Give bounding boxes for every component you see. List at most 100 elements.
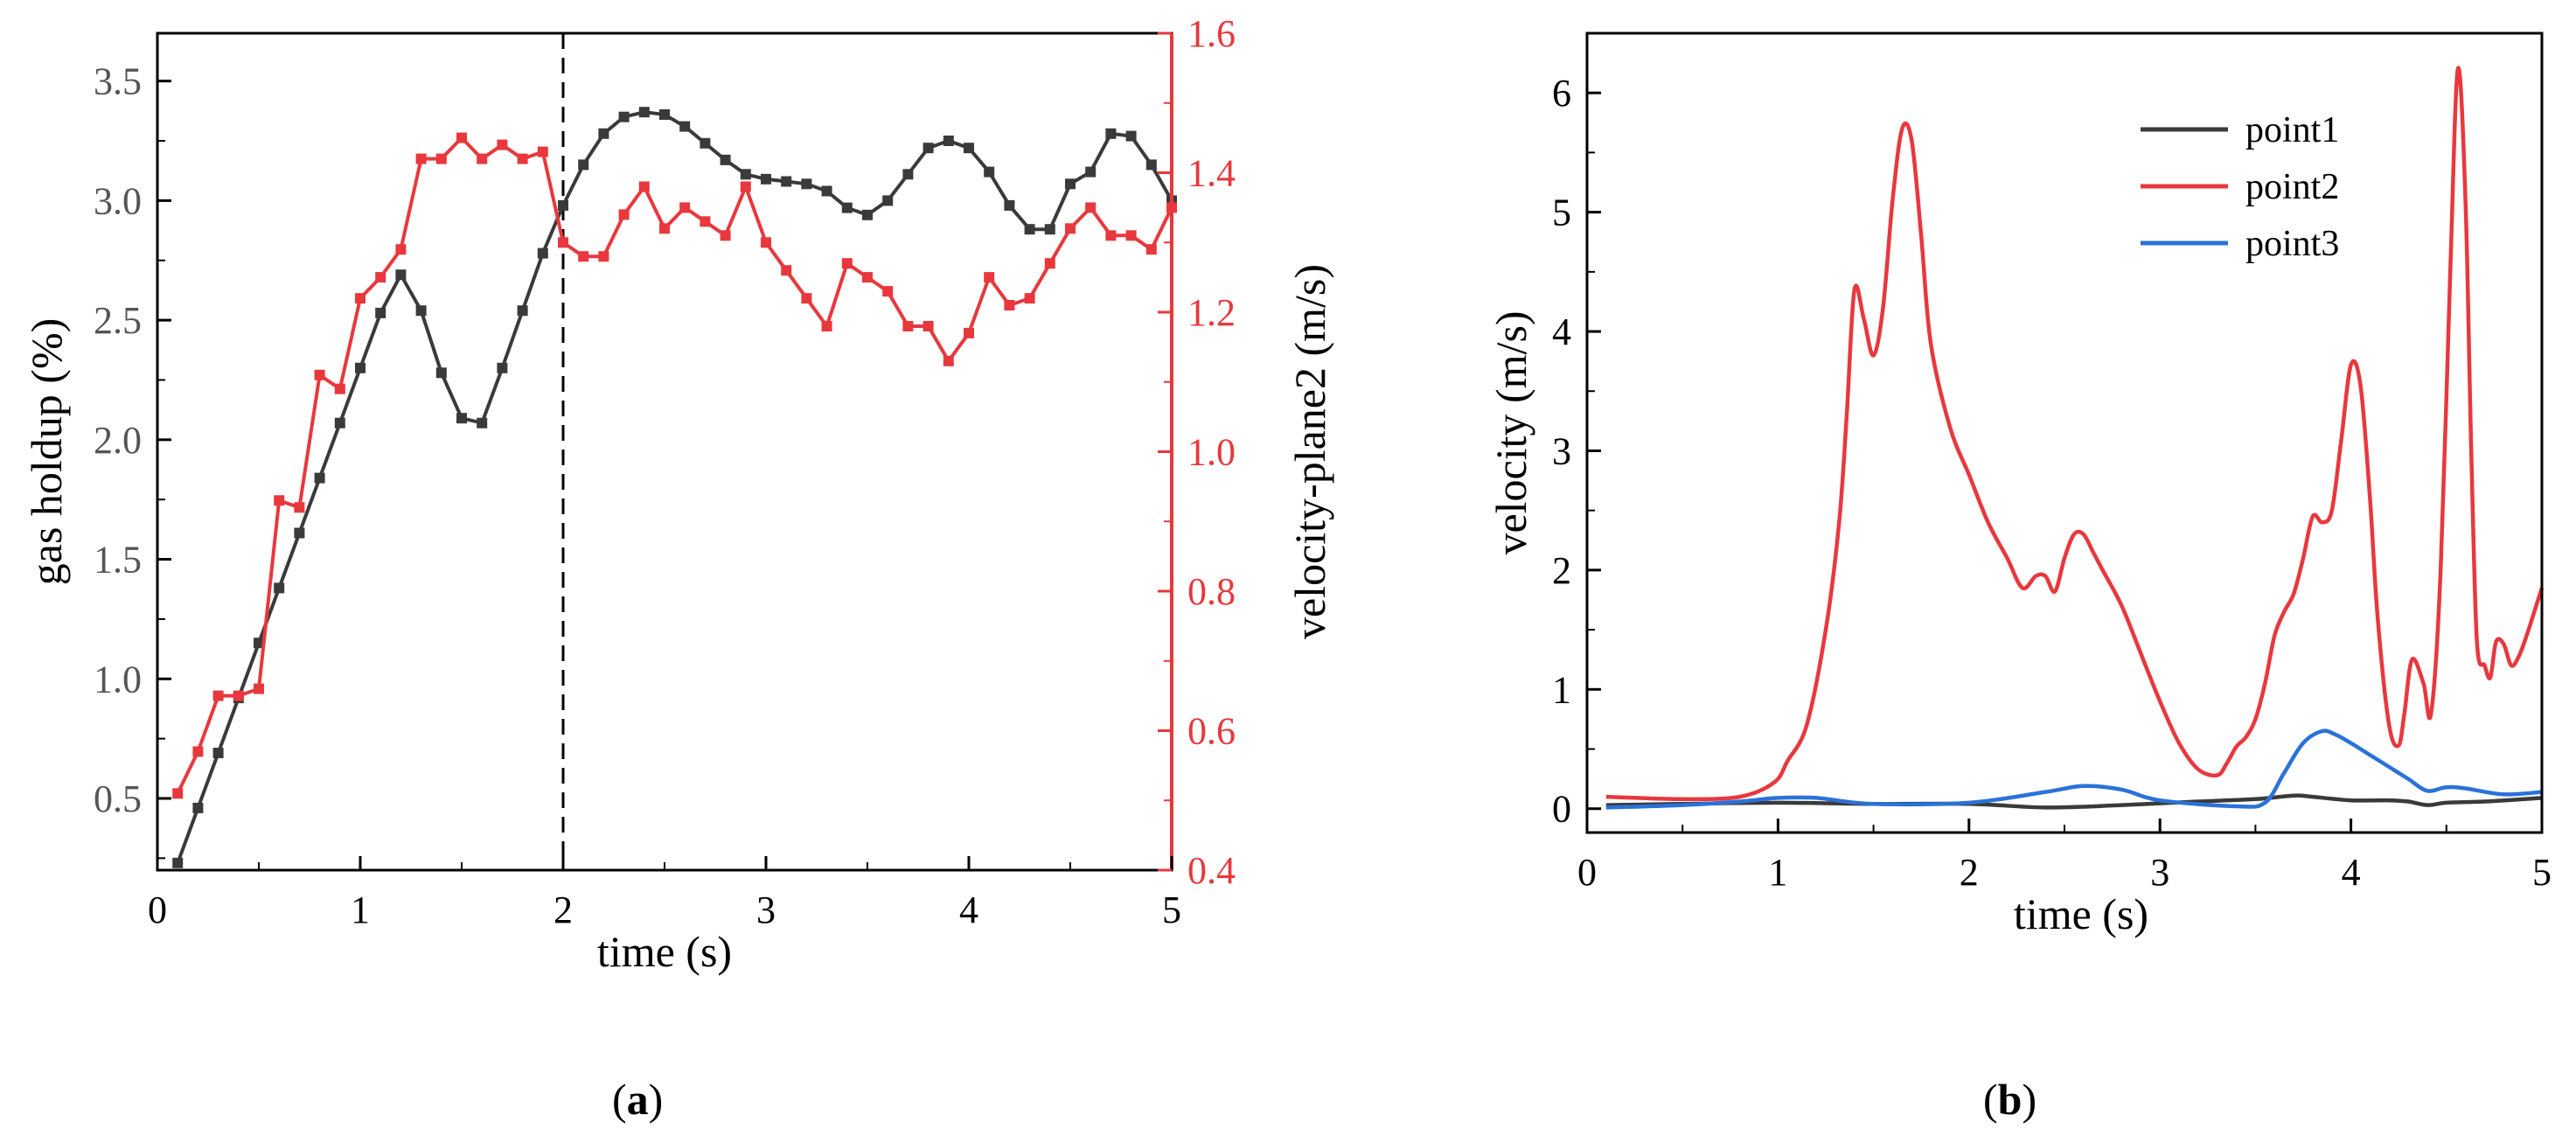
chart-a-point-gas-holdup	[1085, 166, 1097, 178]
chart-a-point-velocity-plane2	[801, 293, 812, 304]
chart-a-left-y-tick-label: 0.5	[94, 777, 142, 820]
chart-a-point-gas-holdup	[781, 176, 792, 187]
chart-a-point-velocity-plane2	[761, 237, 771, 248]
chart-a-point-gas-holdup	[902, 169, 914, 180]
chart-a-point-gas-holdup	[192, 802, 204, 813]
chart-a: 0 1 2 3 4 5 0.5 1.0 1.5 2.0 2.5 3.0 3.5 0.4 0.6 0.8 1.0 1…	[22, 12, 1334, 976]
chart-b-x-tick-label: 5	[2532, 851, 2552, 894]
chart-a-point-gas-holdup	[1024, 224, 1035, 235]
chart-b-series-line-point1	[1605, 793, 2543, 810]
chart-a-point-gas-holdup	[355, 362, 366, 373]
chart-b-y-tick-label: 6	[1552, 72, 1571, 115]
chart-a-point-velocity-plane2	[1105, 230, 1117, 241]
chart-b-series-line-point3	[1605, 728, 2543, 810]
chart-a-point-gas-holdup	[1145, 159, 1157, 171]
chart-a-point-velocity-plane2	[334, 383, 345, 394]
chart-a-right-y-tick-label: 1.2	[1187, 291, 1236, 334]
chart-a-right-y-tick-label: 0.4	[1187, 849, 1236, 892]
chart-a-point-velocity-plane2	[781, 265, 792, 276]
chart-b-x-tick-label: 1	[1768, 851, 1787, 894]
chart-b-y-tick-label: 3	[1552, 429, 1571, 472]
chart-a-series-line-gas-holdup	[176, 110, 1173, 864]
chart-a-point-velocity-plane2	[740, 181, 751, 192]
chart-a-x-tick-label: 3	[756, 889, 776, 931]
chart-a-point-gas-holdup	[862, 209, 873, 220]
chart-a-point-gas-holdup	[172, 857, 184, 868]
chart-a-series-line-velocity-plane2	[176, 135, 1173, 795]
chart-a-point-velocity-plane2	[720, 230, 731, 241]
chart-a-point-velocity-plane2	[1085, 202, 1097, 213]
chart-b-x-tick-label: 3	[2150, 851, 2169, 894]
chart-a-point-velocity-plane2	[274, 495, 285, 506]
chart-a-left-y-tick-label: 2.5	[94, 299, 142, 342]
chart-a-point-velocity-plane2	[537, 146, 548, 157]
chart-a-point-gas-holdup	[537, 247, 548, 259]
chart-a-left-y-tick-label: 1.5	[94, 539, 142, 582]
chart-b-x-axis-title: time (s)	[2014, 889, 2148, 938]
chart-a-point-velocity-plane2	[700, 216, 711, 227]
chart-a-point-velocity-plane2	[558, 237, 568, 248]
chart-a-point-velocity-plane2	[1024, 293, 1035, 304]
chart-a-point-gas-holdup	[964, 143, 974, 154]
chart-a-right-y-tick-label: 0.8	[1187, 570, 1236, 613]
chart-b-y-tick-label: 2	[1552, 549, 1571, 592]
chart-a-point-velocity-plane2	[1065, 223, 1076, 234]
chart-a-point-gas-holdup	[922, 143, 934, 154]
chart-b-series-line-point2	[1605, 66, 2545, 802]
chart-a-point-velocity-plane2	[233, 690, 244, 701]
chart-a-x-tick-label: 2	[553, 889, 573, 931]
chart-a-point-velocity-plane2	[821, 321, 832, 331]
chart-b-y-tick-label: 0	[1552, 788, 1571, 831]
chart-b-x-tick-label: 0	[1577, 851, 1597, 894]
chart-a-point-gas-holdup	[638, 107, 650, 118]
chart-a-point-velocity-plane2	[395, 244, 407, 255]
chart-a-point-velocity-plane2	[841, 258, 853, 269]
chart-a-point-gas-holdup	[943, 136, 954, 146]
chart-a-point-gas-holdup	[456, 413, 467, 424]
chart-a-point-gas-holdup	[679, 121, 691, 132]
chart-a-point-gas-holdup	[477, 417, 488, 429]
chart-a-point-velocity-plane2	[618, 209, 630, 220]
chart-b-y-axis-title: velocity (m/s)	[1486, 310, 1535, 554]
chart-a-point-velocity-plane2	[943, 355, 954, 366]
chart-a-point-velocity-plane2	[254, 683, 264, 694]
chart-a-point-gas-holdup	[375, 307, 386, 318]
chart-a-point-velocity-plane2	[172, 788, 184, 799]
chart-a-point-velocity-plane2	[679, 202, 691, 213]
chart-a-point-velocity-plane2	[497, 139, 508, 150]
chart-a-point-gas-holdup	[1065, 178, 1076, 190]
chart-a-point-gas-holdup	[435, 367, 447, 379]
chart-a-point-gas-holdup	[517, 305, 528, 317]
chart-a-point-gas-holdup	[821, 185, 832, 197]
chart-a-point-gas-holdup	[801, 178, 812, 190]
chart-a-right-y-tick-label: 1.4	[1187, 152, 1236, 195]
chart-a-point-gas-holdup	[1125, 130, 1137, 142]
chart-a-point-velocity-plane2	[1004, 300, 1015, 310]
chart-b-legend-label-point2: point2	[2245, 167, 2339, 207]
chart-a-x-tick-label: 4	[959, 889, 978, 931]
chart-b: 0 1 2 3 4 5 0 1 2 3 4 5 6 point1 point2 point3 time (s…	[1486, 31, 2552, 938]
chart-a-point-velocity-plane2	[638, 181, 650, 192]
chart-a-point-velocity-plane2	[375, 272, 386, 283]
chart-a-x-tick-label: 1	[351, 889, 370, 931]
chart-a-point-velocity-plane2	[598, 251, 609, 262]
chart-a-left-y-tick-label: 3.5	[94, 60, 142, 103]
chart-b-frame	[1585, 31, 2544, 834]
chart-b-y-tick-label: 1	[1552, 668, 1571, 711]
chart-a-point-gas-holdup	[497, 362, 508, 373]
chart-a-point-velocity-plane2	[882, 286, 894, 297]
chart-a-point-gas-holdup	[274, 582, 285, 594]
panel-label-a-text: a	[626, 1075, 649, 1124]
chart-a-x-tick-label: 5	[1162, 889, 1181, 931]
chart-a-point-velocity-plane2	[212, 690, 224, 701]
chart-a-point-gas-holdup	[720, 154, 731, 165]
chart-a-point-gas-holdup	[212, 748, 224, 758]
chart-a-point-velocity-plane2	[477, 153, 488, 164]
chart-a-point-velocity-plane2	[192, 746, 204, 757]
panel-label-b-text: b	[1997, 1075, 2023, 1124]
chart-a-point-velocity-plane2	[1125, 230, 1137, 241]
chart-a-point-velocity-plane2	[862, 272, 873, 283]
chart-a-point-gas-holdup	[659, 109, 670, 120]
chart-a-x-axis-title: time (s)	[597, 927, 732, 976]
